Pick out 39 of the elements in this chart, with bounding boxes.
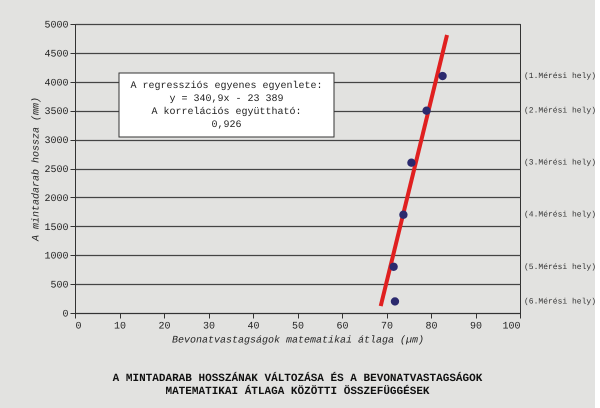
x-tick-label: 60 [336, 322, 349, 332]
x-tick-label: 50 [292, 322, 304, 332]
point [399, 210, 408, 219]
x-tick-label: 70 [380, 322, 394, 332]
text: (6.Mérési hely) [524, 297, 596, 306]
x-tick-label: 80 [425, 322, 438, 332]
point [438, 72, 447, 80]
text: (1.Mérési hely) [524, 72, 596, 82]
text: (2.Mérési hely) [524, 106, 596, 116]
y-tick-label: 2500 [44, 165, 68, 176]
y-tick-label: 1000 [44, 252, 68, 263]
x-tick-label: 10 [114, 322, 126, 332]
x-tick-label: 90 [470, 322, 482, 332]
point [407, 158, 416, 167]
x-axis-title: Bevonatvastagságok matematikai átlaga (µm) [172, 334, 424, 346]
y-tick-label: 1500 [44, 222, 68, 234]
point [390, 297, 400, 306]
y-tick-label: 500 [50, 280, 68, 292]
y-tick-label: 2000 [44, 194, 68, 205]
x-tick-label: 0 [76, 322, 82, 332]
point [389, 262, 398, 271]
y-tick-label: 4500 [44, 49, 68, 60]
x-tick-label: 20 [158, 322, 171, 332]
text: A MINTADARAB HOSSZÁNAK VÁLTOZÁSA ÉS A BEVONATVASTAGSÁGOK [112, 373, 482, 385]
y-tick-label: 3500 [44, 107, 68, 118]
text: MATEMATIKAI ÁTLAGA KÖZÖTTI ÖSSZEFÜGGÉSEK [165, 386, 430, 398]
text: (3.Mérési hely) [524, 158, 596, 168]
y-axis-title: A mintadarab hossza (mm) [30, 96, 42, 242]
annotation: A regressziós egyenes egyenlete: y = 340,9x - 23 389 A korrelációs együttható: 0,926 [130, 80, 323, 131]
point [422, 106, 431, 115]
y-tick-label: 5000 [44, 20, 68, 32]
y-tick-label: 4000 [44, 78, 68, 90]
x-tick-label: 30 [202, 322, 216, 332]
text: (5.Mérési hely) [524, 262, 596, 272]
x-tick-label: 100 [502, 322, 520, 332]
y-tick-label: 3000 [44, 136, 68, 148]
y-tick-label: 0 [62, 310, 68, 320]
text: (4.Mérési hely) [524, 210, 596, 220]
x-tick-label: 40 [247, 322, 260, 332]
